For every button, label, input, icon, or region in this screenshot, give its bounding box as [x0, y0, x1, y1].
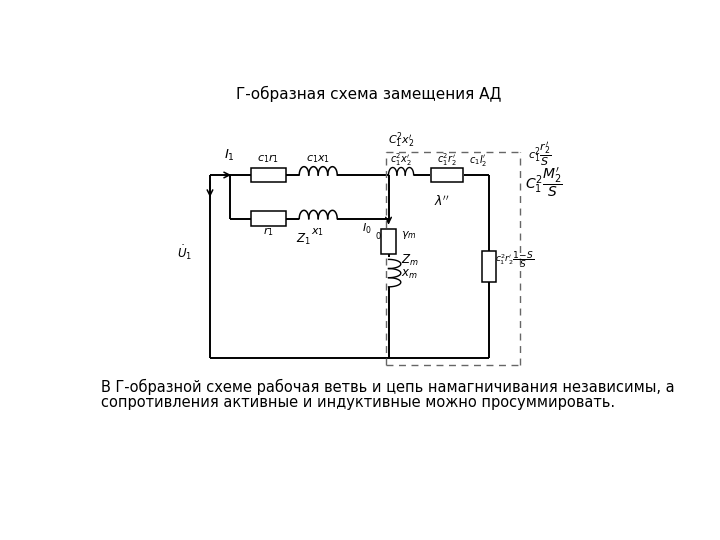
Text: $c_1^2r_2'\dfrac{1\!-\!S}{S}$: $c_1^2r_2'\dfrac{1\!-\!S}{S}$ — [495, 249, 534, 271]
Bar — [251, 167, 286, 183]
Text: $\lambda''$: $\lambda''$ — [433, 195, 449, 209]
Text: В Г-образной схеме рабочая ветвь и цепь намагничивания независимы, а: В Г-образной схеме рабочая ветвь и цепь … — [101, 379, 675, 395]
Text: $c_1x_1$: $c_1x_1$ — [305, 154, 330, 165]
Text: $I_1$: $I_1$ — [224, 148, 235, 163]
Bar — [382, 230, 396, 254]
Text: $x_1$: $x_1$ — [311, 226, 324, 238]
Text: $c_1r_1$: $c_1r_1$ — [258, 153, 279, 165]
Text: $\dot{U}_1$: $\dot{U}_1$ — [177, 244, 192, 262]
Bar — [482, 251, 496, 282]
Text: сопротивления активные и индуктивные можно просуммировать.: сопротивления активные и индуктивные мож… — [101, 395, 616, 410]
Bar — [251, 211, 286, 226]
Text: $Z_m$: $Z_m$ — [401, 253, 418, 268]
Text: $c_1I_2'$: $c_1I_2'$ — [469, 152, 487, 167]
Text: $c_1^2r_2'$: $c_1^2r_2'$ — [437, 151, 457, 167]
Text: $C_1^2\dfrac{M_2'}{S}$: $C_1^2\dfrac{M_2'}{S}$ — [526, 166, 563, 199]
Text: $c_1^2x_2'$: $c_1^2x_2'$ — [390, 151, 412, 167]
Text: Г-образная схема замещения АД: Г-образная схема замещения АД — [236, 86, 502, 102]
Text: $Z_1$: $Z_1$ — [296, 232, 311, 247]
Text: $C_1^2 x_2'$: $C_1^2 x_2'$ — [388, 131, 414, 150]
Text: $0$: $0$ — [375, 230, 382, 241]
Text: $r_1$: $r_1$ — [263, 225, 274, 238]
Text: $\dot{I}_0$: $\dot{I}_0$ — [362, 219, 372, 236]
Text: $x_m$: $x_m$ — [401, 267, 418, 281]
Text: $\gamma_m$: $\gamma_m$ — [401, 230, 416, 241]
Text: $c_1^2\dfrac{r_2'}{S}$: $c_1^2\dfrac{r_2'}{S}$ — [528, 141, 552, 168]
Bar — [431, 167, 463, 183]
